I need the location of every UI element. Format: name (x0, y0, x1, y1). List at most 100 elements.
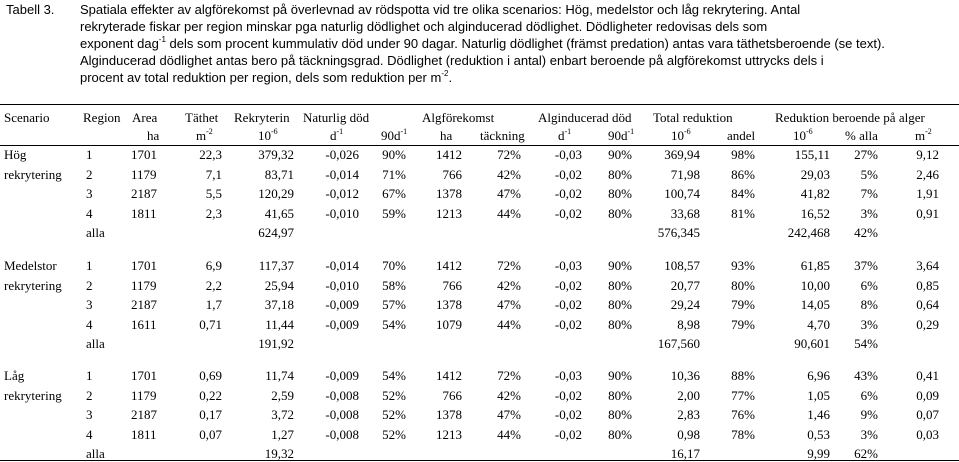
cell-red: 14,05 (800, 297, 830, 312)
cell-m2: 3,64 (916, 258, 939, 273)
cell-andel: 77% (731, 388, 755, 403)
cell-m2: 0,64 (916, 297, 939, 312)
cell-totred: 369,94 (664, 147, 700, 162)
cell-natd: -0,008 (325, 427, 359, 442)
cell-region: 1 (86, 147, 93, 162)
cell-tathet: 0,69 (199, 368, 222, 383)
cell-red: 0,53 (807, 427, 830, 442)
cell-region: 2 (86, 167, 93, 182)
cell-pct: 3% (860, 427, 878, 442)
scenario-name: Låg (4, 368, 25, 383)
cell-algd: -0,02 (554, 167, 582, 182)
cell-rekr: 25,94 (264, 278, 294, 293)
cell-algd: -0,02 (554, 206, 582, 221)
cell-algf-ha: 1378 (436, 407, 462, 422)
cell-tathet: 22,3 (199, 147, 222, 162)
table-bottom-rule (0, 460, 959, 461)
scenario-name: Hög (4, 147, 27, 162)
cell-totred: 20,77 (670, 278, 700, 293)
cell-nat90: 52% (382, 407, 406, 422)
cell-natd: -0,009 (325, 297, 359, 312)
cell-region: 3 (86, 297, 93, 312)
cell-tathet: 7,1 (205, 167, 222, 182)
alla-rekr: 624,97 (258, 225, 294, 240)
cell-tackning: 44% (497, 427, 521, 442)
cell-algf-ha: 766 (442, 278, 463, 293)
cell-alg90: 80% (608, 278, 632, 293)
cell-area: 1811 (131, 206, 157, 221)
caption-line-5: procent av total reduktion per region, d… (80, 69, 453, 86)
cell-natd: -0,008 (325, 407, 359, 422)
cell-m2: 9,12 (916, 147, 939, 162)
cell-tackning: 47% (497, 186, 521, 201)
cell-tackning: 44% (497, 317, 521, 332)
cell-tathet: 2,3 (205, 206, 222, 221)
cell-nat90: 90% (382, 147, 406, 162)
cell-algd: -0,02 (554, 278, 582, 293)
alla-red: 9,99 (807, 446, 830, 461)
alla-label: alla (86, 336, 105, 351)
unit-naturlig-d: d-1 (330, 127, 344, 144)
cell-region: 3 (86, 407, 93, 422)
cell-algf-ha: 1213 (436, 427, 462, 442)
cell-algf-ha: 1213 (436, 206, 462, 221)
cell-area: 1701 (131, 368, 157, 383)
cell-area: 1179 (131, 388, 157, 403)
unit-naturlig-90d: 90d-1 (381, 127, 408, 144)
unit-area: ha (147, 128, 160, 143)
cell-region: 2 (86, 278, 93, 293)
cell-pct: 3% (860, 206, 878, 221)
cell-andel: 88% (731, 368, 755, 383)
cell-red: 16,52 (800, 206, 830, 221)
cell-pct: 5% (860, 167, 878, 182)
header-total-reduktion: Total reduktion (653, 110, 733, 125)
cell-algd: -0,02 (554, 317, 582, 332)
cell-nat90: 54% (382, 317, 406, 332)
alla-label: alla (86, 225, 105, 240)
alla-rekr: 191,92 (258, 336, 294, 351)
scenario-name-2: rekrytering (4, 166, 62, 182)
unit-algind-90d: 90d-1 (608, 127, 635, 144)
cell-totred: 33,68 (670, 206, 700, 221)
cell-area: 1701 (131, 258, 157, 273)
cell-alg90: 90% (608, 147, 632, 162)
alla-pct: 54% (854, 336, 878, 351)
cell-nat90: 54% (382, 368, 406, 383)
cell-totred: 2,83 (677, 407, 700, 422)
cell-red: 1,05 (807, 388, 830, 403)
cell-rekr: 11,44 (265, 317, 294, 332)
header-scenario: Scenario (4, 110, 50, 125)
cell-m2: 0,41 (916, 368, 939, 383)
unit-redalg-pct: % alla (845, 128, 878, 143)
alla-label: alla (86, 446, 105, 461)
scenario-name-2: rekrytering (4, 277, 62, 293)
cell-alg90: 80% (608, 186, 632, 201)
cell-nat90: 52% (382, 427, 406, 442)
cell-nat90: 70% (382, 258, 406, 273)
cell-rekr: 117,37 (258, 258, 294, 273)
unit-tathet: m-2 (196, 127, 213, 144)
cell-andel: 86% (731, 167, 755, 182)
cell-andel: 78% (731, 427, 755, 442)
alla-red: 242,468 (787, 225, 830, 240)
cell-alg90: 90% (608, 258, 632, 273)
cell-algd: -0,03 (554, 368, 582, 383)
alla-totred: 576,345 (657, 225, 700, 240)
cell-red: 41,82 (800, 186, 830, 201)
cell-m2: 0,91 (916, 206, 939, 221)
cell-area: 1611 (131, 317, 157, 332)
cell-region: 2 (86, 388, 93, 403)
cell-tackning: 42% (497, 278, 521, 293)
cell-region: 1 (86, 258, 93, 273)
cell-region: 3 (86, 186, 93, 201)
cell-algf-ha: 1412 (436, 258, 462, 273)
header-tathet: Täthet (185, 110, 219, 125)
cell-area: 2187 (131, 186, 157, 201)
cell-rekr: 1,27 (271, 427, 294, 442)
cell-tathet: 5,5 (205, 186, 222, 201)
cell-andel: 84% (731, 186, 755, 201)
cell-red: 29,03 (800, 167, 830, 182)
cell-pct: 6% (860, 388, 878, 403)
cell-algf-ha: 766 (442, 388, 463, 403)
table-header-rule (0, 145, 959, 146)
